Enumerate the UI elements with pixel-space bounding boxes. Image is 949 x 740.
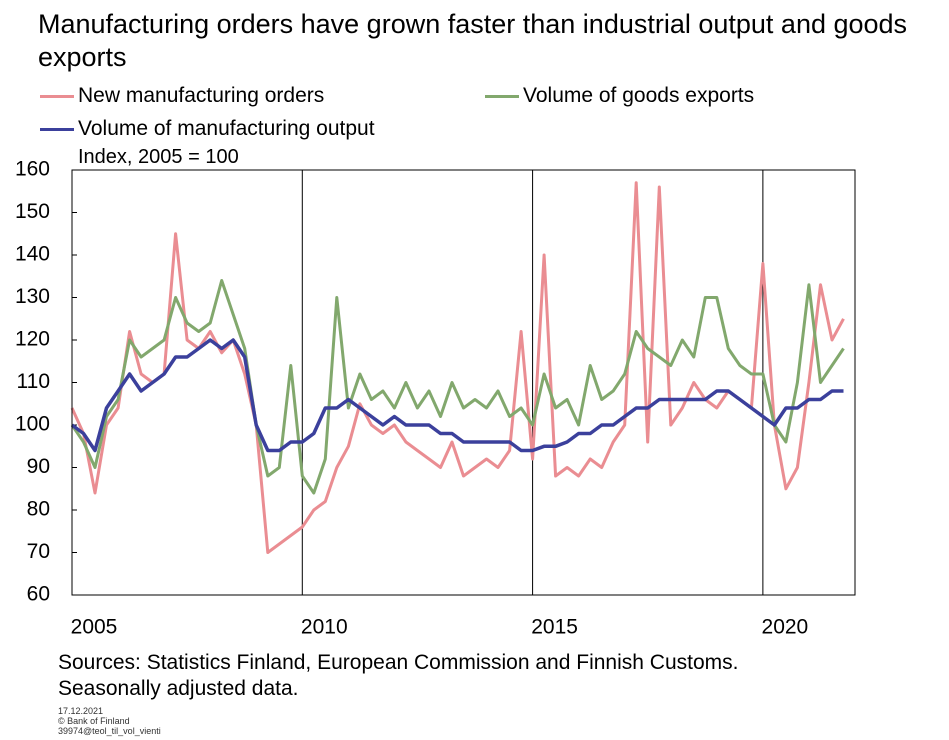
plot-frame bbox=[71, 169, 856, 596]
y-tick-label: 110 bbox=[17, 370, 50, 393]
legend-item: Volume of manufacturing output bbox=[40, 117, 375, 141]
y-tick-label: 80 bbox=[27, 498, 50, 521]
y-tick-label: 140 bbox=[15, 243, 50, 266]
y-tick-label: 120 bbox=[15, 328, 50, 351]
footer-line: 39974@teol_til_vol_vienti bbox=[58, 726, 161, 736]
legend-swatch bbox=[485, 94, 519, 98]
footer-line: © Bank of Finland bbox=[58, 716, 130, 726]
subtitle: Index, 2005 = 100 bbox=[78, 146, 239, 168]
line-series bbox=[70, 181, 845, 554]
footer: 17.12.2021 © Bank of Finland 39974@teol_… bbox=[58, 706, 161, 736]
note: Seasonally adjusted data. bbox=[58, 677, 299, 700]
x-tick-label: 2005 bbox=[71, 616, 118, 639]
legend-item: Volume of goods exports bbox=[485, 84, 754, 108]
y-tick-label: 70 bbox=[27, 540, 50, 563]
legend-swatch bbox=[40, 127, 74, 131]
notes: Sources: Statistics Finland, European Co… bbox=[58, 650, 738, 702]
line-series bbox=[70, 338, 844, 453]
chart-title: Manufacturing orders have grown faster t… bbox=[38, 9, 908, 72]
legend-label: Volume of goods exports bbox=[523, 84, 755, 107]
y-tick-label: 150 bbox=[15, 200, 50, 223]
y-tick-label: 60 bbox=[27, 583, 50, 606]
y-tick-label: 130 bbox=[15, 285, 50, 308]
note: Sources: Statistics Finland, European Co… bbox=[58, 651, 739, 674]
y-tick-label: 100 bbox=[15, 413, 50, 436]
y-tick-label: 90 bbox=[27, 455, 50, 478]
x-tick-label: 2015 bbox=[531, 616, 578, 639]
legend-swatch bbox=[40, 94, 74, 98]
legend-label: New manufacturing orders bbox=[78, 84, 325, 107]
line-series bbox=[70, 279, 845, 495]
y-tick-label: 160 bbox=[15, 158, 50, 181]
legend-item: New manufacturing orders bbox=[40, 84, 324, 108]
x-tick-label: 2020 bbox=[762, 616, 809, 639]
footer-line: 17.12.2021 bbox=[58, 706, 104, 716]
x-tick-label: 2010 bbox=[301, 616, 348, 639]
legend-label: Volume of manufacturing output bbox=[78, 117, 375, 140]
